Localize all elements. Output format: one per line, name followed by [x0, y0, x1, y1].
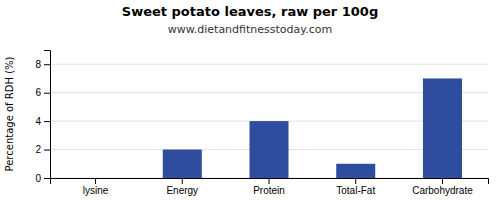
y-tick: 0 [35, 173, 50, 184]
y-tick: 4 [35, 116, 50, 127]
x-tick-mark [442, 178, 443, 184]
title: Sweet potato leaves, raw per 100g [122, 4, 378, 19]
bar [249, 121, 288, 178]
x-tick-label: Protein [253, 185, 285, 196]
y-tick-label: 4 [35, 116, 41, 127]
x-tick-label: Energy [166, 185, 198, 196]
chart-svg: Sweet potato leaves, raw per 100g www.die… [0, 0, 500, 200]
y-tick: 2 [35, 144, 50, 155]
x-tick-mark [269, 178, 270, 184]
chart-container: Sweet potato leaves, raw per 100g www.die… [0, 0, 500, 200]
y-tick: 6 [35, 87, 50, 98]
bars [163, 78, 462, 178]
x-tick: Total-Fat [336, 178, 375, 196]
bar [163, 150, 202, 178]
y-tick: 8 [35, 59, 50, 70]
plot-area: 0 2 4 6 8 lysine Energy Protein Total-Fat Carbohy… [35, 51, 488, 197]
y-tick-label: 6 [35, 87, 41, 98]
x-tick-label: lysine [83, 185, 109, 196]
y-tick-mark [44, 178, 50, 179]
bar [336, 164, 375, 178]
y-tick-mark [44, 121, 50, 122]
y-tick-label: 8 [35, 59, 41, 70]
bar [76, 178, 115, 179]
grid-line [50, 92, 488, 93]
x-tick: lysine [83, 178, 109, 196]
x-axis: lysine Energy Protein Total-Fat Carbohydrate [51, 178, 489, 196]
x-tick-label: Total-Fat [336, 185, 375, 196]
x-tick-label: Carbohydrate [412, 185, 473, 196]
y-tick-mark [44, 64, 50, 65]
y-tick-label: 2 [35, 144, 41, 155]
y-tick-mark [44, 150, 50, 151]
x-tick-mark [95, 178, 96, 184]
y-axis-title: Percentage of RDH (%) [4, 56, 15, 171]
grid-line [50, 64, 488, 65]
x-tick-mark [355, 178, 356, 184]
x-axis-line [51, 179, 489, 185]
y-tick-label: 0 [35, 173, 41, 184]
y-axis: 0 2 4 6 8 [35, 51, 50, 184]
grid [50, 64, 488, 178]
y-axis-line [44, 51, 51, 179]
x-tick: Carbohydrate [412, 178, 473, 196]
x-tick: Energy [166, 178, 198, 196]
y-tick-mark [44, 93, 50, 94]
bar [423, 78, 462, 178]
x-tick: Protein [253, 178, 285, 196]
x-tick-mark [182, 178, 183, 184]
subtitle: www.dietandfitnesstoday.com [168, 23, 332, 36]
